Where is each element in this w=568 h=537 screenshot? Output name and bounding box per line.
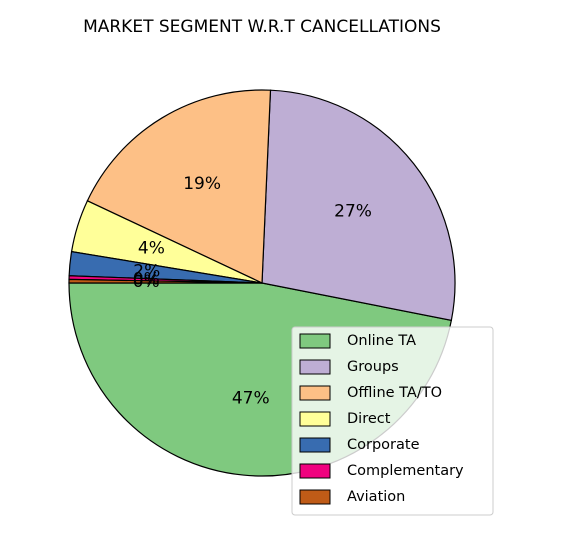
pct-label-groups: 27% xyxy=(334,201,372,221)
pct-label-complementary: 0% xyxy=(133,270,160,290)
legend-swatch-direct xyxy=(299,411,331,427)
legend-label-complementary: Complementary xyxy=(347,463,464,479)
legend-frame xyxy=(291,326,494,516)
legend-swatch-groups xyxy=(299,359,331,375)
pct-label-online-ta: 47% xyxy=(232,388,270,408)
legend-label-offline-ta-to: Offline TA/TO xyxy=(347,385,442,401)
legend-swatch-online-ta xyxy=(299,333,331,349)
pie-slice-groups xyxy=(261,89,456,322)
legend-swatch-complementary xyxy=(299,463,331,479)
pie-slice-offline-ta-to xyxy=(86,89,272,284)
pct-label-direct: 4% xyxy=(138,239,165,259)
legend: Online TA Groups Offline TA/TO Direct Corpor… xyxy=(291,326,494,516)
pie-labels: 47%27%19%4%2%0%0% xyxy=(133,174,372,408)
legend-label-direct: Direct xyxy=(347,411,391,427)
legend-label-corporate: Corporate xyxy=(347,437,420,453)
pie-slice-aviation xyxy=(68,278,263,284)
legend-swatch-aviation xyxy=(299,489,331,505)
pct-label-offline-ta-to: 19% xyxy=(183,174,221,194)
legend-label-aviation: Aviation xyxy=(347,489,405,505)
legend-swatch-corporate xyxy=(299,437,331,453)
pct-label-corporate: 2% xyxy=(133,261,160,281)
legend-label-groups: Groups xyxy=(347,359,399,375)
chart-title: MARKET SEGMENT W.R.T CANCELLATIONS xyxy=(83,17,441,37)
legend-label-online-ta: Online TA xyxy=(347,333,416,349)
legend-swatch-offline-ta-to xyxy=(299,385,331,401)
pct-label-aviation: 0% xyxy=(133,272,160,292)
